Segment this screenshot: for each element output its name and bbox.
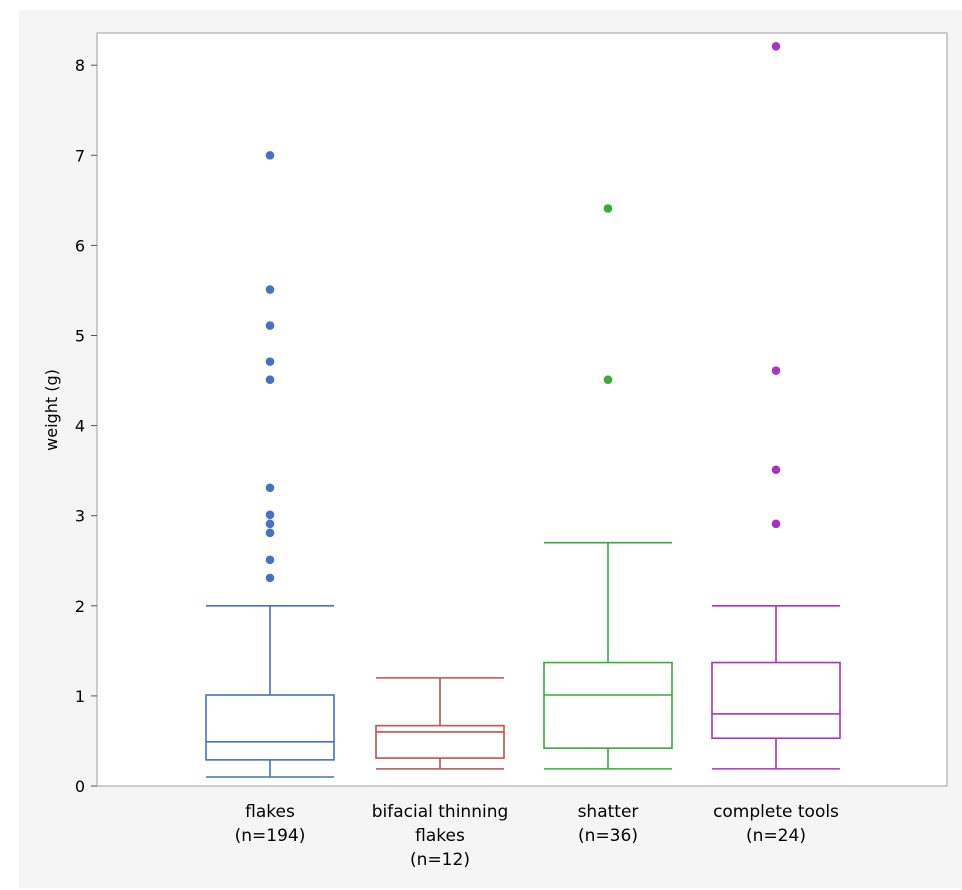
- category-label: flakes: [415, 826, 465, 846]
- outlier-point: [265, 357, 275, 366]
- y-axis-title: weight (g): [42, 369, 61, 451]
- category-label: bifacial thinning: [372, 802, 509, 822]
- outlier-point: [771, 41, 781, 51]
- outlier-point: [771, 519, 781, 529]
- outlier-point: [265, 519, 275, 529]
- category-label: (n=12): [410, 850, 470, 870]
- iqr-box: [205, 694, 335, 761]
- category-label: shatter: [578, 802, 639, 822]
- y-tick-label: 0: [75, 777, 85, 796]
- y-tick-label: 7: [75, 146, 85, 165]
- category-label: (n=24): [746, 826, 806, 846]
- box-group: [375, 677, 505, 770]
- iqr-box: [711, 661, 841, 740]
- box-groups: [205, 41, 841, 778]
- outlier-point: [265, 510, 275, 520]
- box-group: [711, 41, 841, 770]
- outlier-point: [603, 204, 613, 213]
- category-label: (n=194): [235, 826, 306, 846]
- outlier-point: [265, 285, 275, 294]
- y-axis: 0 1 2 3 4 5 6 7 8: [75, 56, 97, 796]
- y-tick-label: 2: [75, 597, 85, 616]
- outlier-point: [265, 151, 275, 160]
- outlier-point: [265, 573, 275, 583]
- y-tick-label: 4: [75, 417, 85, 436]
- category-label: complete tools: [713, 802, 839, 822]
- plot-area: [96, 32, 948, 787]
- box-group: [543, 204, 673, 770]
- outlier-point: [771, 465, 781, 475]
- outlier-point: [265, 321, 275, 330]
- box-group: [205, 151, 335, 778]
- category-label: (n=36): [578, 826, 638, 846]
- outlier-point: [603, 375, 613, 384]
- y-tick-label: 5: [75, 327, 85, 346]
- outlier-point: [265, 375, 275, 384]
- iqr-box: [375, 724, 505, 759]
- y-tick-label: 1: [75, 687, 85, 706]
- y-tick-label: 3: [75, 507, 85, 526]
- outlier-point: [265, 528, 275, 538]
- outlier-point: [265, 483, 275, 493]
- outlier-point: [265, 555, 275, 565]
- category-label: flakes: [245, 802, 295, 822]
- y-tick-label: 6: [75, 236, 85, 255]
- iqr-box: [543, 661, 673, 749]
- y-tick-label: 8: [75, 56, 85, 75]
- outlier-point: [771, 366, 781, 375]
- category-labels: flakes (n=194) bifacial thinning flakes (n=1…: [235, 802, 839, 870]
